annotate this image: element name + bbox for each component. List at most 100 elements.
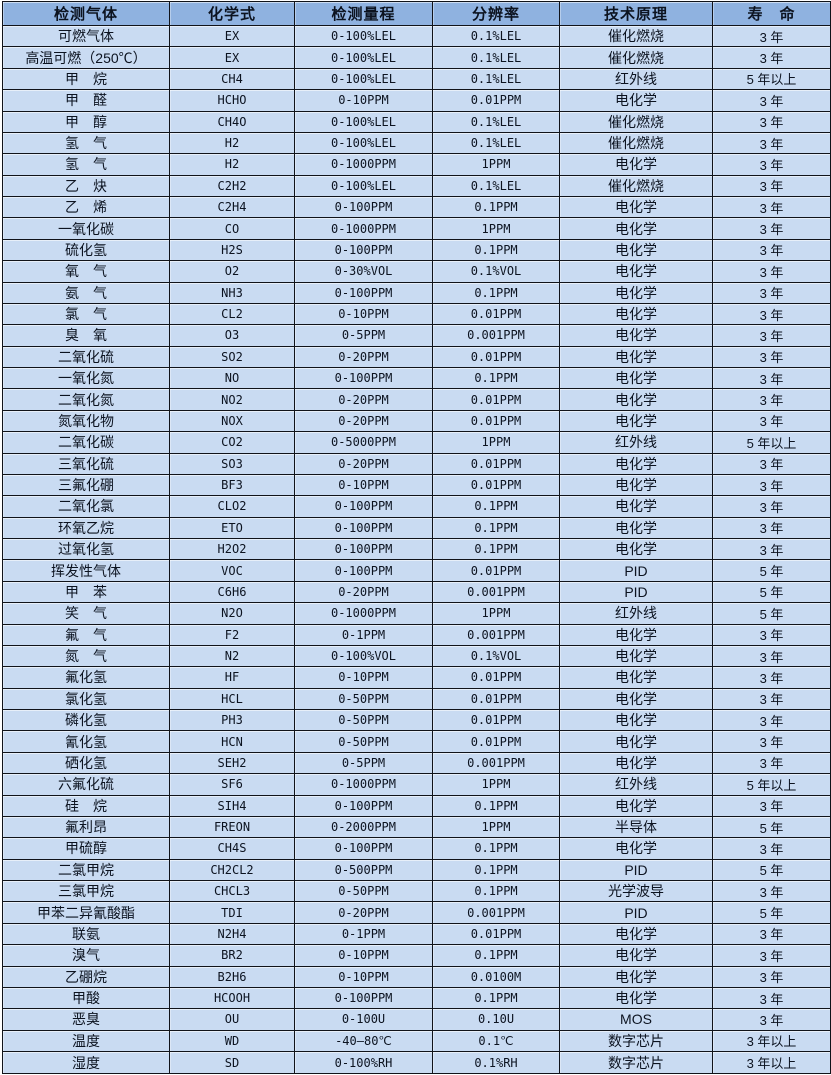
cell-lifespan: 3 年 — [712, 687, 831, 711]
cell-gas: 二氧化硫 — [2, 345, 170, 369]
cell-formula: SD — [169, 1051, 295, 1074]
cell-range: 0-100PPM — [294, 366, 433, 390]
cell-gas: 氯 气 — [2, 302, 170, 326]
cell-range: 0-100U — [294, 1008, 433, 1031]
cell-resolution: 0.1PPM — [432, 537, 560, 561]
cell-formula: CH2CL2 — [169, 858, 295, 882]
cell-gas: 氧 气 — [2, 260, 170, 283]
cell-lifespan: 5 年 — [712, 815, 831, 839]
cell-range: 0-10PPM — [294, 473, 433, 497]
cell-resolution: 0.01PPM — [432, 687, 560, 711]
cell-formula: C6H6 — [169, 580, 295, 604]
cell-range: 0-100PPM — [294, 238, 433, 262]
cell-gas: 硫化氢 — [2, 238, 170, 262]
cell-range: 0-100PPM — [294, 559, 433, 582]
cell-formula: ETO — [169, 516, 295, 540]
cell-principle: 电化学 — [559, 153, 713, 176]
cell-resolution: 0.01PPM — [432, 452, 560, 475]
cell-gas: 甲硫醇 — [2, 837, 170, 860]
cell-principle: 电化学 — [559, 922, 713, 946]
cell-range: 0-100%LEL — [294, 131, 433, 155]
cell-formula: CL2 — [169, 302, 295, 326]
cell-lifespan: 3 年 — [712, 388, 831, 411]
cell-formula: PH3 — [169, 708, 295, 732]
cell-range: 0-20PPM — [294, 580, 433, 604]
cell-resolution: 0.01PPM — [432, 409, 560, 433]
cell-resolution: 0.1%LEL — [432, 174, 560, 198]
cell-resolution: 0.001PPM — [432, 751, 560, 775]
table-row: 环氧乙烷 ETO 0-100PPM 0.1PPM 电化学 3 年 — [2, 516, 831, 540]
cell-range: 0-50PPM — [294, 879, 433, 903]
cell-lifespan: 3 年 — [712, 537, 831, 561]
cell-resolution: 1PPM — [432, 431, 560, 454]
cell-resolution: 0.01PPM — [432, 922, 560, 946]
cell-formula: H2 — [169, 153, 295, 176]
table-row: 挥发性气体 VOC 0-100PPM 0.01PPM PID 5 年 — [2, 559, 831, 582]
cell-gas: 三氧化硫 — [2, 452, 170, 475]
table-header: 检测气体 化学式 检测量程 分辨率 技术原理 寿 命 — [2, 1, 831, 26]
cell-range: 0-100%LEL — [294, 67, 433, 91]
table-row: 三氟化硼 BF3 0-10PPM 0.01PPM 电化学 3 年 — [2, 473, 831, 497]
table-row: 氯化氢 HCL 0-50PPM 0.01PPM 电化学 3 年 — [2, 687, 831, 711]
cell-lifespan: 3 年以上 — [712, 1051, 831, 1074]
cell-principle: PID — [559, 559, 713, 582]
cell-lifespan: 5 年 — [712, 602, 831, 625]
cell-gas: 二氧化氮 — [2, 388, 170, 411]
table-row: 氧 气 O2 0-30%VOL 0.1%VOL 电化学 3 年 — [2, 260, 831, 283]
cell-principle: 红外线 — [559, 773, 713, 796]
cell-principle: 催化燃烧 — [559, 46, 713, 69]
cell-formula: HCL — [169, 687, 295, 711]
cell-gas: 硒化氢 — [2, 751, 170, 775]
table-row: 二氧化碳 CO2 0-5000PPM 1PPM 红外线 5 年以上 — [2, 431, 831, 454]
cell-lifespan: 3 年 — [712, 794, 831, 817]
cell-lifespan: 3 年 — [712, 238, 831, 262]
cell-range: 0-100%LEL — [294, 110, 433, 133]
cell-resolution: 0.1PPM — [432, 195, 560, 219]
cell-principle: 电化学 — [559, 89, 713, 112]
table-row: 湿度 SD 0-100%RH 0.1%RH 数字芯片 3 年以上 — [2, 1051, 831, 1074]
cell-range: 0-20PPM — [294, 388, 433, 411]
cell-gas: 湿度 — [2, 1051, 170, 1074]
cell-formula: SIH4 — [169, 794, 295, 817]
cell-principle: 电化学 — [559, 495, 713, 518]
cell-lifespan: 3 年 — [712, 879, 831, 903]
cell-range: 0-50PPM — [294, 730, 433, 753]
cell-gas: 一氧化碳 — [2, 217, 170, 240]
cell-gas: 乙 烯 — [2, 195, 170, 219]
table-row: 氢 气 H2 0-1000PPM 1PPM 电化学 3 年 — [2, 153, 831, 176]
table-row: 一氧化氮 NO 0-100PPM 0.1PPM 电化学 3 年 — [2, 366, 831, 390]
cell-principle: 电化学 — [559, 260, 713, 283]
cell-lifespan: 3 年 — [712, 922, 831, 946]
cell-lifespan: 3 年 — [712, 473, 831, 497]
table-row: 三氯甲烷 CHCL3 0-50PPM 0.1PPM 光学波导 3 年 — [2, 879, 831, 903]
cell-principle: 电化学 — [559, 730, 713, 753]
cell-formula: N2O — [169, 602, 295, 625]
table-row: 氟 气 F2 0-1PPM 0.001PPM 电化学 3 年 — [2, 623, 831, 646]
cell-gas: 氟化氢 — [2, 666, 170, 689]
cell-resolution: 0.01PPM — [432, 559, 560, 582]
cell-principle: PID — [559, 858, 713, 882]
table-row: 六氟化硫 SF6 0-1000PPM 1PPM 红外线 5 年以上 — [2, 773, 831, 796]
cell-gas: 恶臭 — [2, 1008, 170, 1031]
cell-range: 0-1000PPM — [294, 602, 433, 625]
cell-resolution: 0.01PPM — [432, 388, 560, 411]
cell-resolution: 0.1%LEL — [432, 67, 560, 91]
cell-range: 0-2000PPM — [294, 815, 433, 839]
cell-lifespan: 3 年 — [712, 837, 831, 860]
cell-resolution: 0.1℃ — [432, 1029, 560, 1053]
table-row: 甲 苯 C6H6 0-20PPM 0.001PPM PID 5 年 — [2, 580, 831, 604]
table-body: 可燃气体 EX 0-100%LEL 0.1%LEL 催化燃烧 3 年高温可燃（250℃） E… — [2, 24, 831, 1074]
cell-principle: 催化燃烧 — [559, 110, 713, 133]
cell-range: 0-100PPM — [294, 537, 433, 561]
cell-resolution: 0.01PPM — [432, 473, 560, 497]
cell-formula: B2H6 — [169, 965, 295, 988]
cell-range: 0-100%RH — [294, 1051, 433, 1074]
table-row: 一氧化碳 CO 0-1000PPM 1PPM 电化学 3 年 — [2, 217, 831, 240]
cell-lifespan: 3 年 — [712, 986, 831, 1010]
cell-gas: 氨 气 — [2, 281, 170, 304]
cell-principle: 电化学 — [559, 666, 713, 689]
cell-formula: FREON — [169, 815, 295, 839]
cell-principle: 电化学 — [559, 537, 713, 561]
header-row: 检测气体 化学式 检测量程 分辨率 技术原理 寿 命 — [2, 1, 831, 26]
cell-gas: 甲 醛 — [2, 89, 170, 112]
